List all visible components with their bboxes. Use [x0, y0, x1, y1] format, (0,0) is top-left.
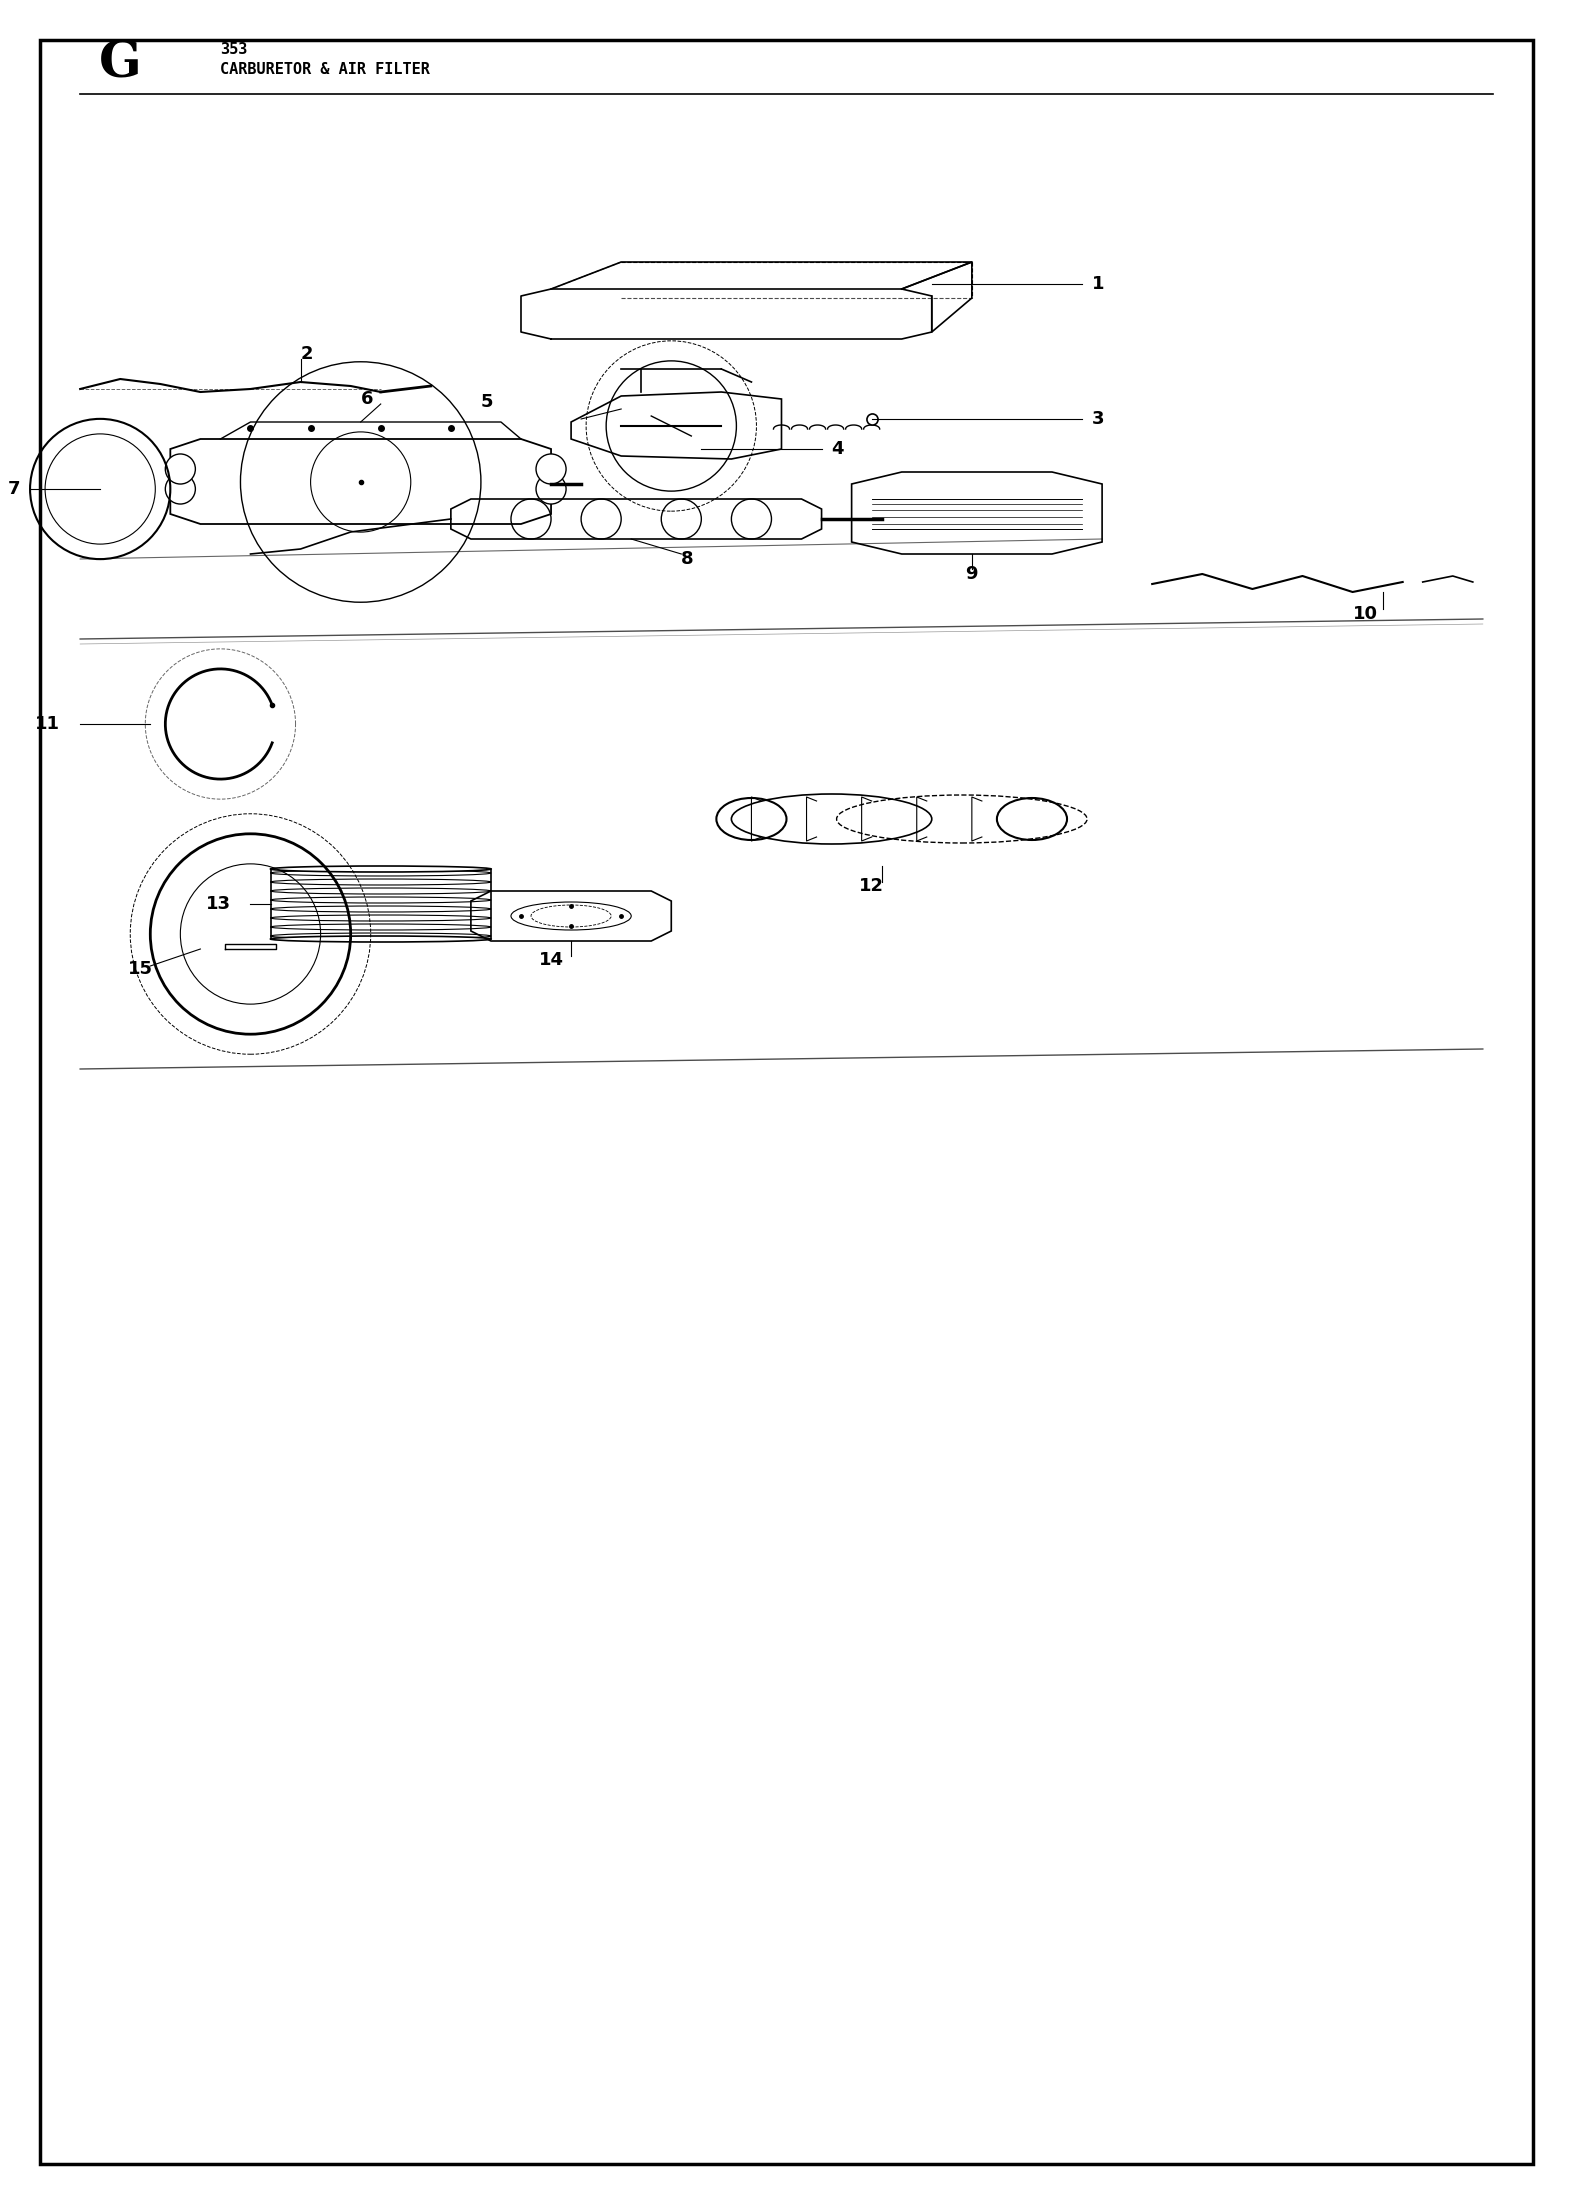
Text: 10: 10 — [1353, 606, 1378, 624]
Text: 3: 3 — [1092, 410, 1104, 428]
Text: 8: 8 — [681, 551, 694, 569]
Text: 4: 4 — [832, 441, 845, 458]
Text: 353: 353 — [220, 42, 249, 57]
Text: 6: 6 — [360, 390, 373, 408]
Circle shape — [165, 454, 195, 485]
Circle shape — [165, 474, 195, 505]
Ellipse shape — [271, 866, 491, 873]
Text: G: G — [99, 40, 142, 88]
Text: 1: 1 — [1092, 276, 1104, 293]
Text: 12: 12 — [859, 877, 884, 895]
Text: 15: 15 — [127, 961, 153, 979]
Text: 11: 11 — [35, 714, 60, 734]
Text: CARBURETOR & AIR FILTER: CARBURETOR & AIR FILTER — [220, 62, 431, 77]
Text: 14: 14 — [538, 950, 563, 970]
Circle shape — [536, 474, 566, 505]
Text: 5: 5 — [481, 392, 494, 410]
Text: 2: 2 — [300, 346, 313, 364]
Ellipse shape — [271, 937, 491, 941]
Text: 9: 9 — [966, 564, 978, 584]
Text: 7: 7 — [8, 480, 20, 498]
Text: 13: 13 — [206, 895, 230, 912]
Circle shape — [536, 454, 566, 485]
